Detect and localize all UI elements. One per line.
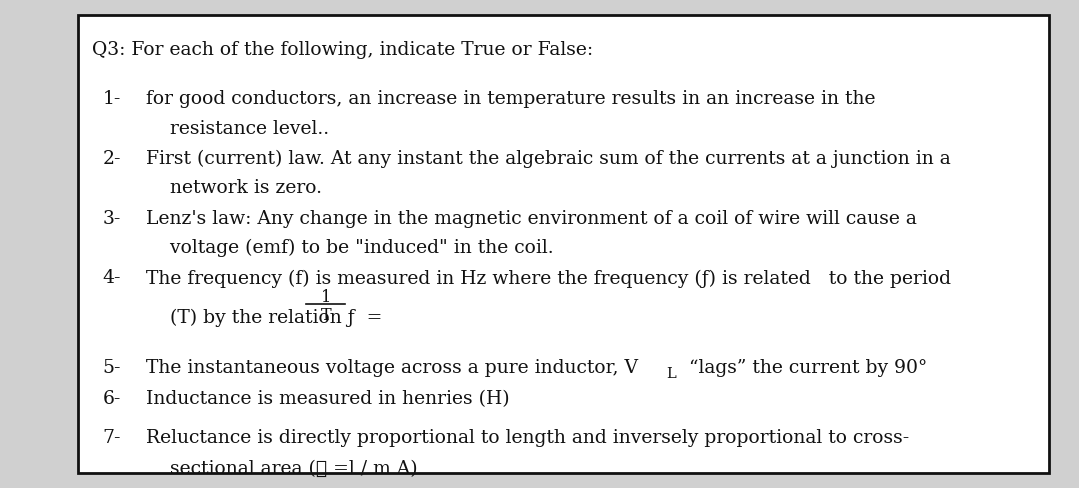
Text: First (current) law. At any instant the algebraic sum of the currents at a junct: First (current) law. At any instant the … xyxy=(146,150,951,168)
Text: The instantaneous voltage across a pure inductor, V: The instantaneous voltage across a pure … xyxy=(146,359,638,377)
Text: 5-: 5- xyxy=(103,359,121,377)
Text: 1: 1 xyxy=(320,288,331,305)
Text: resistance level..: resistance level.. xyxy=(146,120,329,138)
Text: 2-: 2- xyxy=(103,150,121,168)
Text: 1-: 1- xyxy=(103,90,121,108)
FancyBboxPatch shape xyxy=(78,15,1049,473)
Text: 3-: 3- xyxy=(103,210,121,228)
Text: Reluctance is directly proportional to length and inversely proportional to cros: Reluctance is directly proportional to l… xyxy=(146,429,909,447)
Text: 4-: 4- xyxy=(103,269,121,287)
Text: for good conductors, an increase in temperature results in an increase in the: for good conductors, an increase in temp… xyxy=(146,90,875,108)
Text: 6-: 6- xyxy=(103,390,121,408)
Text: L: L xyxy=(666,367,675,382)
Text: network is zero.: network is zero. xyxy=(146,179,322,197)
Text: Inductance is measured in henries (H): Inductance is measured in henries (H) xyxy=(146,390,509,408)
Text: Q3: For each of the following, indicate True or False:: Q3: For each of the following, indicate … xyxy=(92,41,592,60)
Text: 7-: 7- xyxy=(103,429,121,447)
Text: (T) by the relation ƒ  =: (T) by the relation ƒ = xyxy=(146,308,382,326)
Text: T: T xyxy=(320,307,331,324)
Text: Lenz's law: Any change in the magnetic environment of a coil of wire will cause : Lenz's law: Any change in the magnetic e… xyxy=(146,210,916,228)
Text: sectional area (ℜ =l / m A): sectional area (ℜ =l / m A) xyxy=(146,460,418,478)
Text: voltage (emf) to be "induced" in the coil.: voltage (emf) to be "induced" in the coi… xyxy=(146,239,554,257)
Text: “lags” the current by 90°: “lags” the current by 90° xyxy=(683,359,927,377)
Text: The frequency (f) is measured in Hz where the frequency (ƒ) is related   to the : The frequency (f) is measured in Hz wher… xyxy=(146,269,951,287)
